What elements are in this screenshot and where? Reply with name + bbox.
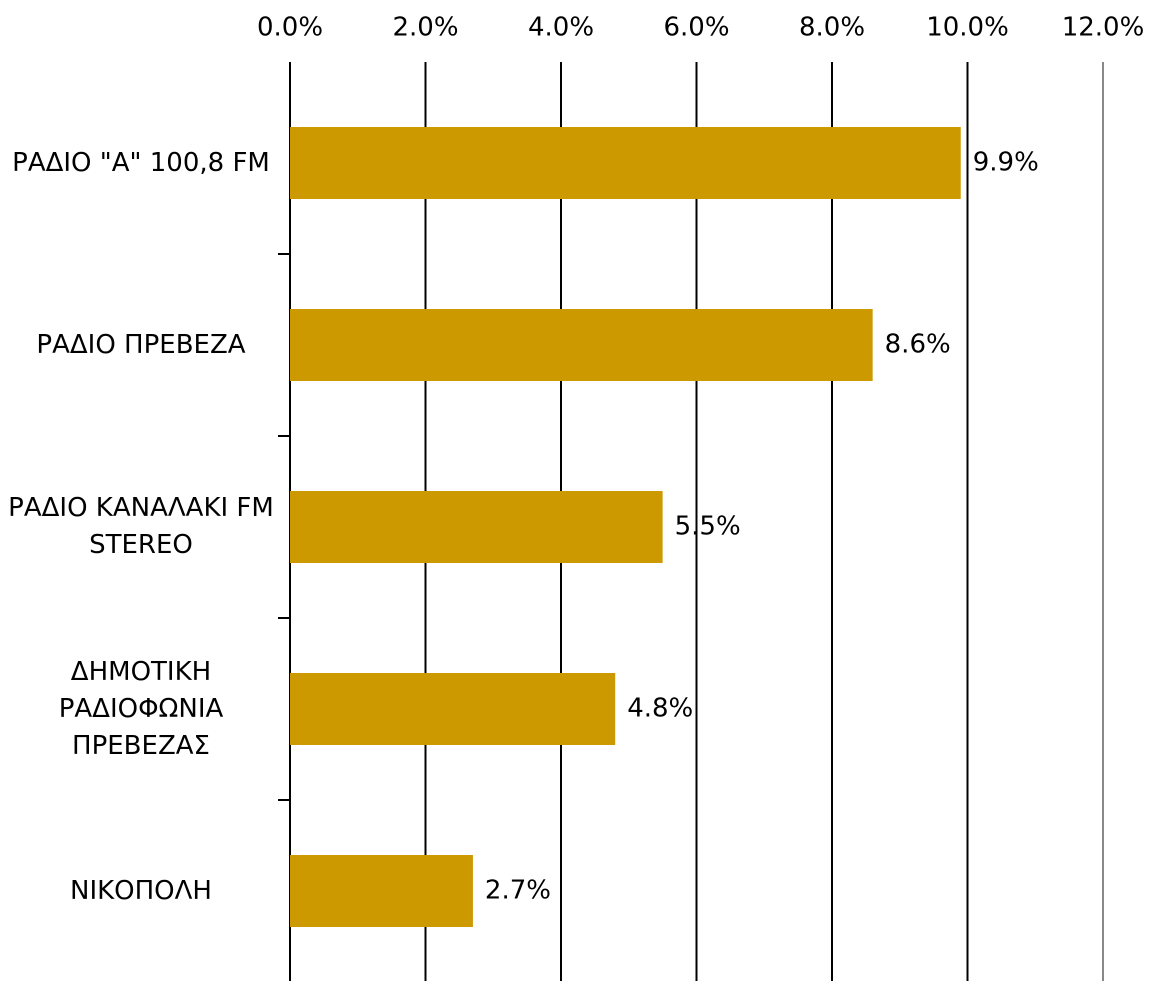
x-tick-label: 4.0%: [528, 13, 594, 43]
bar: [290, 491, 663, 563]
y-tick-label: ΡΑΔΙΟ ΚΑΝΑΛΑΚΙ FM STEREO: [8, 493, 274, 560]
x-tick-label: 8.0%: [799, 13, 865, 43]
bar: [290, 673, 616, 745]
y-tick-label: ΡΑΔΙΟ "A" 100,8 FM: [12, 147, 270, 178]
data-label: 9.9%: [973, 148, 1039, 178]
data-label: 5.5%: [675, 512, 741, 542]
bar: [290, 309, 873, 381]
y-tick-label: ΔΗΜΟΤΙΚΗ ΡΑΔΙΟΦΩΝΙΑ ΠΡΕΒΕΖΑΣ: [58, 656, 224, 761]
data-label: 4.8%: [627, 694, 693, 724]
x-tick-label: 0.0%: [257, 13, 323, 43]
bar: [290, 127, 961, 199]
x-tick-label: 2.0%: [392, 13, 458, 43]
y-tick-label: ΝΙΚΟΠΟΛΗ: [70, 875, 212, 906]
data-label: 2.7%: [485, 876, 551, 906]
data-label: 8.6%: [885, 330, 951, 360]
x-tick-label: 6.0%: [663, 13, 729, 43]
y-tick-label: ΡΑΔΙΟ ΠΡΕΒΕΖΑ: [36, 329, 246, 360]
x-tick-label: 12.0%: [1062, 13, 1145, 43]
bar: [290, 855, 473, 927]
x-tick-label: 10.0%: [926, 13, 1009, 43]
